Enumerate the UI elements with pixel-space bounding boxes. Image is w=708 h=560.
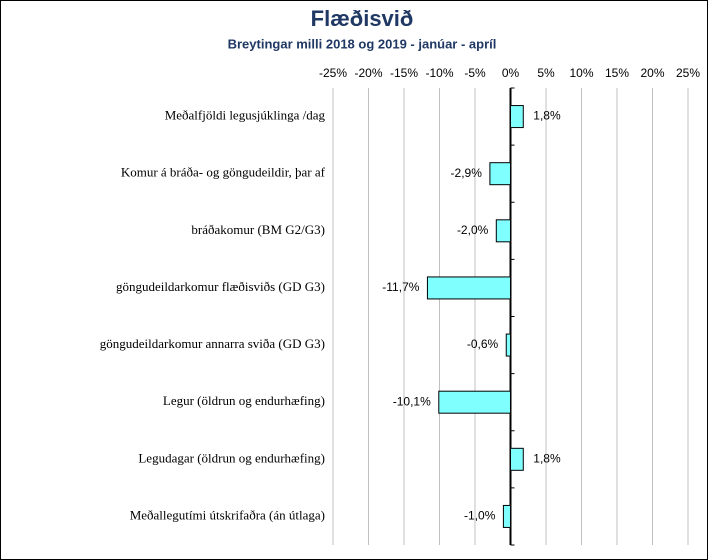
- data-label: 1,8%: [533, 451, 561, 465]
- x-tick-label: -25%: [319, 66, 347, 80]
- x-tick-label: -5%: [464, 66, 486, 80]
- x-tick-label: 20%: [640, 66, 664, 80]
- bar: [438, 390, 512, 414]
- x-tick-label: -15%: [390, 66, 418, 80]
- bar: [510, 105, 524, 129]
- data-label: -1,0%: [464, 509, 496, 523]
- bar: [502, 504, 511, 528]
- category-label: Meðallegutími útskrifaðra (án útlaga): [130, 507, 325, 522]
- data-label: -0,6%: [467, 337, 499, 351]
- x-tick-label: 5%: [537, 66, 555, 80]
- x-tick-label: 10%: [569, 66, 593, 80]
- x-tick-label: 15%: [605, 66, 629, 80]
- data-label: 1,8%: [533, 109, 561, 123]
- x-tick-label: 0%: [502, 66, 520, 80]
- x-tick-label: -10%: [425, 66, 453, 80]
- data-label: -2,0%: [457, 223, 489, 237]
- x-tick-label: 25%: [676, 66, 700, 80]
- chart-subtitle: Breytingar milli 2018 og 2019 - janúar -…: [228, 36, 497, 51]
- data-label: -10,1%: [393, 394, 431, 408]
- category-label: göngudeildarkomur flæðisviðs (GD G3): [116, 279, 325, 294]
- data-label: -11,7%: [382, 280, 419, 294]
- chart-title: Flæðisvið: [311, 6, 414, 31]
- x-tick-label: -20%: [354, 66, 382, 80]
- category-label: Meðalfjöldi legusjúklinga /dag: [165, 108, 326, 123]
- bar: [426, 276, 511, 300]
- data-label: -2,9%: [451, 166, 483, 180]
- bar: [505, 333, 511, 357]
- category-label: Legudagar (öldrun og endurhæfing): [138, 450, 325, 465]
- category-label: bráðakomur (BM G2/G3): [191, 222, 325, 237]
- bar: [495, 219, 511, 243]
- bar: [510, 447, 524, 471]
- category-label: Komur á bráða- og göngudeildir, þar af: [121, 165, 326, 180]
- category-label: Legur (öldrun og endurhæfing): [163, 393, 325, 408]
- bar: [489, 162, 512, 186]
- category-label: göngudeildarkomur annarra sviða (GD G3): [100, 336, 325, 351]
